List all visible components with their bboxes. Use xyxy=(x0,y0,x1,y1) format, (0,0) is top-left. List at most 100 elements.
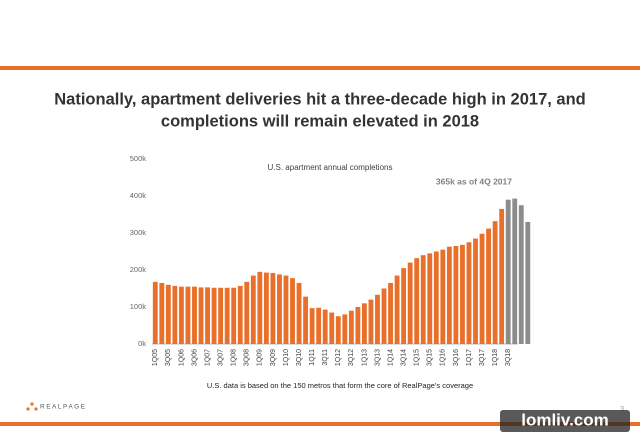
x-tick-label: 3Q09 xyxy=(270,349,277,366)
x-tick-label: 3Q15 xyxy=(427,349,434,366)
chart-title: U.S. apartment annual completions xyxy=(268,163,393,172)
bar xyxy=(296,282,302,344)
bar xyxy=(211,287,217,344)
logo-dot xyxy=(30,402,34,406)
bar xyxy=(440,249,446,344)
bar xyxy=(473,238,478,344)
footnote: U.S. data is based on the 150 metros tha… xyxy=(207,381,473,390)
bar xyxy=(290,278,295,344)
x-tick-label: 3Q14 xyxy=(400,349,407,366)
bar xyxy=(433,251,439,344)
x-tick-label: 3Q17 xyxy=(479,349,486,366)
bar xyxy=(277,274,282,344)
bar xyxy=(172,285,178,344)
x-tick-label: 1Q09 xyxy=(257,349,264,366)
bar xyxy=(250,275,256,344)
logo-dot xyxy=(34,407,38,411)
bar xyxy=(185,286,191,344)
slide-title: completions will remain elevated in 2018 xyxy=(161,112,479,130)
bar xyxy=(446,246,452,344)
bar xyxy=(518,205,524,344)
bar xyxy=(198,287,204,344)
page-number: 3 xyxy=(620,406,624,413)
bar xyxy=(224,287,230,344)
y-tick-label: 0k xyxy=(138,339,146,348)
slide-title: Nationally, apartment deliveries hit a t… xyxy=(54,90,586,108)
bar xyxy=(152,281,158,344)
bottom-rule xyxy=(0,422,640,426)
bar xyxy=(512,198,518,344)
bar xyxy=(401,268,407,344)
y-tick-label: 300k xyxy=(130,228,147,237)
x-tick-label: 1Q14 xyxy=(387,349,394,366)
x-tick-label: 3Q11 xyxy=(322,349,329,366)
x-tick-label: 1Q08 xyxy=(231,349,238,366)
bar xyxy=(368,299,374,344)
bar xyxy=(244,281,250,344)
x-tick-label: 1Q05 xyxy=(152,349,159,366)
bar xyxy=(525,221,531,344)
x-tick-label: 1Q18 xyxy=(492,349,499,366)
bar xyxy=(309,308,315,344)
bar xyxy=(270,272,276,344)
x-tick-label: 1Q11 xyxy=(309,349,316,366)
bar xyxy=(192,286,197,344)
x-tick-label: 3Q10 xyxy=(296,349,303,366)
logo-dot xyxy=(26,407,30,411)
watermark: lomliv.com xyxy=(521,410,609,429)
bar xyxy=(388,282,393,344)
bar xyxy=(466,242,472,344)
bar xyxy=(165,284,171,344)
x-tick-label: 1Q17 xyxy=(466,349,473,366)
bar xyxy=(407,262,413,344)
bar xyxy=(381,288,387,344)
bar xyxy=(303,296,309,344)
x-tick-label: 3Q06 xyxy=(191,349,198,366)
bar xyxy=(414,258,420,344)
y-tick-label: 100k xyxy=(130,302,147,311)
bar xyxy=(460,244,465,344)
bar xyxy=(427,253,433,344)
bar xyxy=(505,199,511,344)
bar xyxy=(231,287,237,344)
bar xyxy=(159,282,165,344)
logo-text: REALPAGE xyxy=(40,404,87,411)
x-tick-label: 3Q05 xyxy=(165,349,172,366)
x-tick-label: 3Q07 xyxy=(217,349,224,366)
bar xyxy=(283,275,289,344)
x-tick-label: 1Q16 xyxy=(440,349,447,366)
x-tick-label: 1Q06 xyxy=(178,349,185,366)
bar xyxy=(205,287,210,344)
bar xyxy=(322,309,328,344)
bar xyxy=(342,314,348,344)
bar xyxy=(335,316,341,344)
logo: REALPAGE xyxy=(26,402,87,411)
bar xyxy=(316,307,322,344)
y-tick-label: 400k xyxy=(130,191,147,200)
bar xyxy=(178,286,184,344)
bar xyxy=(237,285,243,344)
bar xyxy=(492,221,498,344)
bar xyxy=(479,233,485,344)
annotation: 365k as of 4Q 2017 xyxy=(436,176,512,186)
x-tick-label: 1Q13 xyxy=(361,349,368,366)
x-tick-label: 3Q18 xyxy=(505,349,512,366)
bar xyxy=(486,228,492,344)
x-tick-label: 3Q08 xyxy=(244,349,251,366)
x-tick-label: 1Q15 xyxy=(414,349,421,366)
bar xyxy=(375,294,380,344)
bar xyxy=(499,208,505,344)
x-tick-label: 3Q12 xyxy=(348,349,355,366)
x-tick-label: 1Q12 xyxy=(335,349,342,366)
bar xyxy=(420,255,426,344)
bar xyxy=(329,312,335,344)
bar xyxy=(257,271,263,344)
y-tick-label: 200k xyxy=(130,265,147,274)
bar xyxy=(348,310,354,344)
y-tick-label: 500k xyxy=(130,154,147,163)
bar xyxy=(453,245,459,344)
x-tick-label: 3Q16 xyxy=(453,349,460,366)
top-rule xyxy=(0,66,640,70)
x-tick-label: 1Q07 xyxy=(204,349,211,366)
